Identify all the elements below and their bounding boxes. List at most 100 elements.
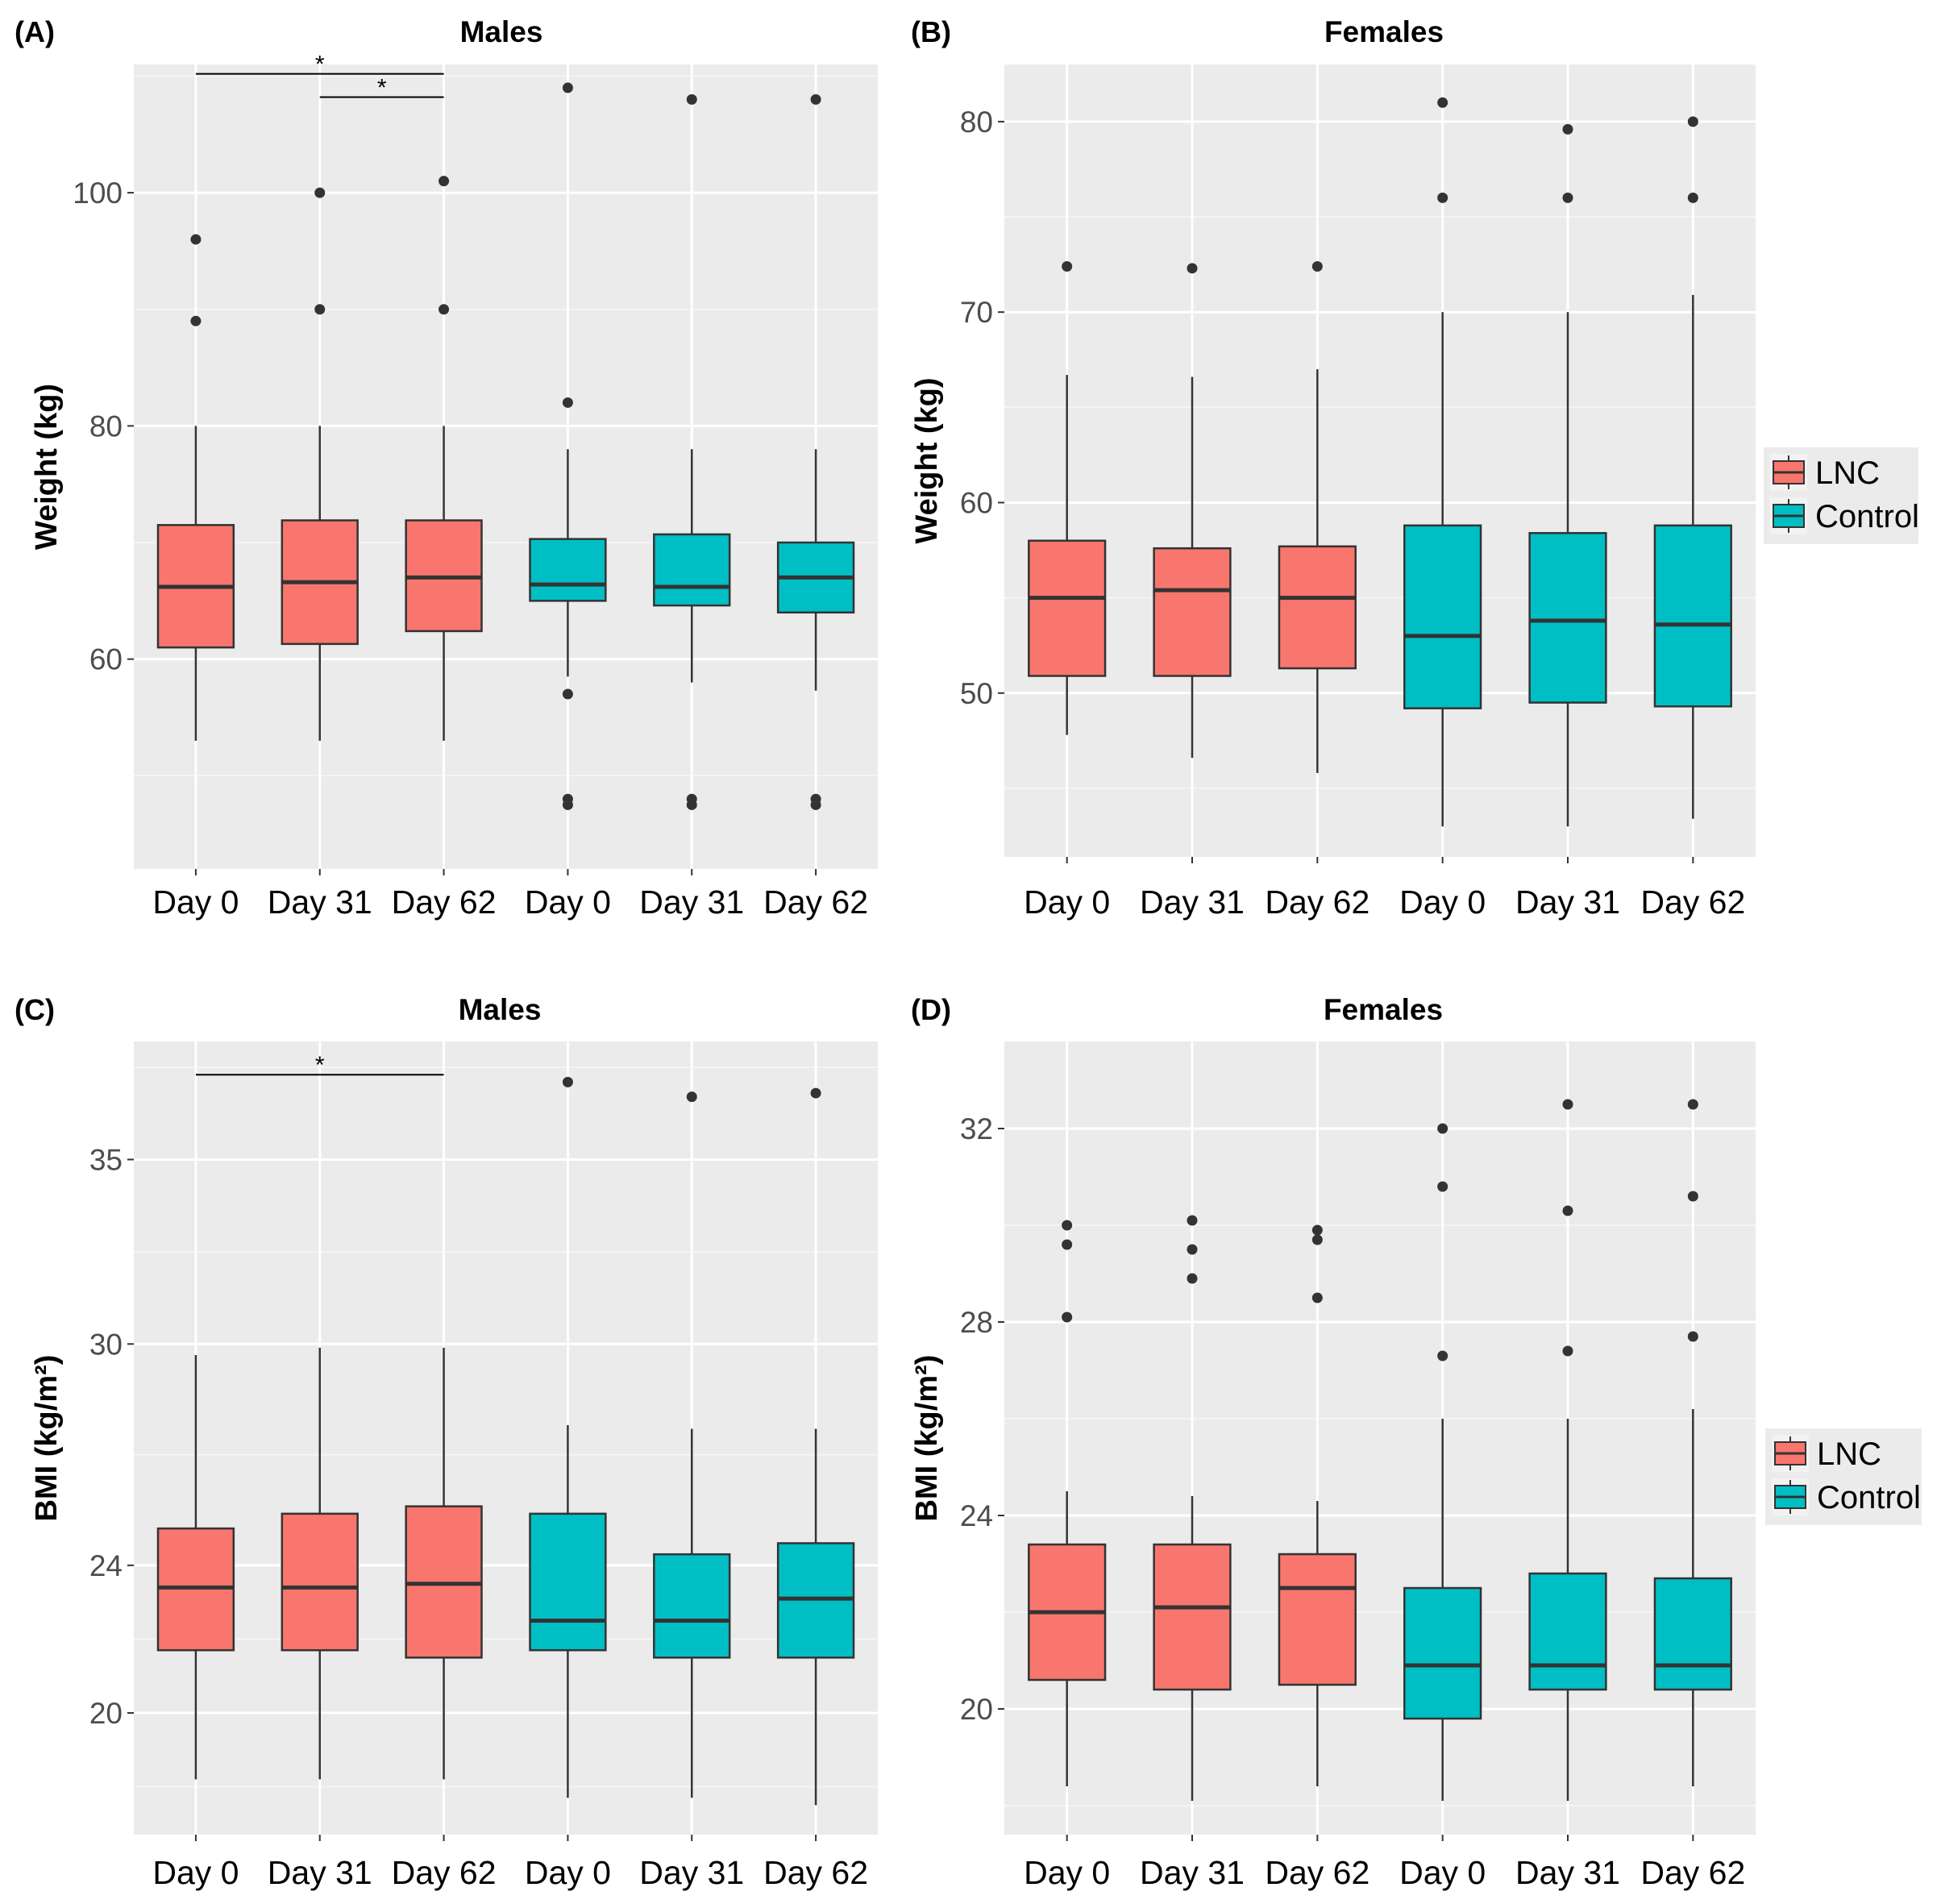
box-6: [776, 94, 855, 810]
panel-4: 20 24 28 32 Day 0 Day 31 Day 62 Day 0 Day 31 Day …: [910, 993, 1756, 1891]
outlier-point: [1311, 1292, 1323, 1303]
panel-title: Females: [1324, 993, 1443, 1026]
outlier-point: [1187, 263, 1198, 274]
y-axis-label: Weight (kg): [30, 384, 64, 550]
outlier-point: [1687, 192, 1698, 203]
x-tick-label: Day 31: [268, 1854, 372, 1891]
y-tick-label: 32: [960, 1112, 993, 1145]
legend-top-control-label: Control: [1815, 499, 1919, 534]
box-body: [1653, 1577, 1732, 1691]
y-axis-label: BMI (kg/m²): [910, 1355, 944, 1522]
panel-1: 60 80 100 * * Day 0 Day 31 Day 62 Day 0 Day 31 Day…: [15, 15, 878, 921]
y-axis-label: Weight (kg): [910, 377, 944, 543]
x-tick-label: Day 0: [525, 883, 611, 921]
box-body: [1278, 545, 1357, 670]
box-3: [405, 1347, 483, 1780]
outlier-point: [314, 304, 326, 315]
x-tick-label: Day 0: [1024, 883, 1110, 921]
panel-title: Males: [460, 15, 543, 48]
x-tick-label: Day 62: [1640, 883, 1745, 921]
x-tick-label: Day 31: [268, 883, 372, 921]
panel-title: Females: [1324, 15, 1444, 48]
x-tick-label: Day 62: [1265, 883, 1370, 921]
box-4: [529, 1076, 607, 1798]
significance-star: *: [315, 1052, 325, 1079]
box-body: [529, 1512, 607, 1652]
plot-background: [134, 64, 878, 869]
outlier-point: [1687, 116, 1698, 127]
y-tick-label: 28: [960, 1306, 993, 1339]
box-6: [1653, 1099, 1732, 1786]
box-1: [156, 1355, 235, 1780]
outlier-point: [1687, 1191, 1698, 1202]
outlier-point: [1062, 1220, 1073, 1231]
y-tick-label: 30: [89, 1328, 123, 1361]
outlier-point: [190, 315, 202, 326]
box-body: [281, 1512, 359, 1652]
outlier-point: [1687, 1331, 1698, 1342]
box-2: [281, 1347, 359, 1780]
y-axis-label: BMI (kg/m²): [30, 1355, 64, 1522]
outlier-point: [1062, 1239, 1073, 1250]
x-tick-label: Day 31: [1140, 883, 1245, 921]
panel-label: (A): [15, 15, 55, 48]
box-1: [1028, 1220, 1107, 1786]
outlier-point: [686, 94, 697, 105]
outlier-point: [1562, 192, 1573, 203]
box-4: [1403, 1123, 1482, 1801]
box-2: [1153, 1215, 1232, 1801]
legend-bottom-lnc-label: LNC: [1817, 1436, 1881, 1472]
y-tick-label: 60: [89, 643, 123, 676]
y-tick-label: 35: [89, 1143, 123, 1176]
outlier-point: [562, 793, 573, 804]
outlier-point: [810, 1087, 821, 1099]
panel-label: (D): [911, 993, 951, 1026]
outlier-point: [1187, 1273, 1198, 1284]
box-body: [1403, 524, 1482, 709]
box-5: [1528, 1099, 1607, 1801]
panel-label: (B): [911, 15, 951, 48]
legend-bottom: LNC Control: [1765, 1428, 1922, 1525]
panels: 60 80 100 * * Day 0 Day 31 Day 62 Day 0 Day 31 Day…: [15, 15, 1756, 1891]
legend-top: LNC Control: [1764, 447, 1919, 544]
box-body: [1403, 1586, 1482, 1720]
outlier-point: [1687, 1099, 1698, 1110]
y-tick-label: 80: [89, 409, 123, 443]
box-body: [1653, 524, 1732, 708]
significance-star: *: [315, 52, 325, 78]
outlier-point: [562, 688, 573, 700]
box-1: [156, 234, 235, 741]
box-body: [1278, 1553, 1357, 1686]
y-tick-label: 24: [89, 1549, 123, 1582]
box-body: [529, 538, 607, 602]
box-1: [1028, 260, 1107, 735]
x-tick-label: Day 0: [525, 1854, 611, 1891]
box-2: [281, 187, 359, 741]
outlier-point: [1562, 123, 1573, 135]
outlier-point: [314, 187, 326, 198]
legend-key-lnc: [1770, 454, 1807, 491]
x-tick-label: Day 0: [152, 1854, 239, 1891]
outlier-point: [562, 82, 573, 94]
x-tick-label: Day 62: [392, 1854, 497, 1891]
plot-background: [1004, 64, 1756, 857]
box-5: [1528, 123, 1607, 827]
outlier-point: [190, 234, 202, 245]
outlier-point: [810, 793, 821, 804]
outlier-point: [1187, 1215, 1198, 1226]
box-3: [1278, 1224, 1357, 1786]
box-2: [1153, 263, 1232, 759]
outlier-point: [1562, 1205, 1573, 1216]
box-3: [1278, 260, 1357, 774]
outlier-point: [686, 793, 697, 804]
outlier-point: [562, 1076, 573, 1087]
x-tick-label: Day 0: [1399, 1854, 1486, 1891]
box-6: [1653, 116, 1732, 819]
panel-3: 20 24 30 35 * Day 0 Day 31 Day 62 Day 0 Day 31 Day…: [15, 993, 878, 1891]
y-tick-label: 50: [960, 677, 993, 710]
x-tick-label: Day 62: [392, 883, 497, 921]
outlier-point: [810, 94, 821, 105]
outlier-point: [1437, 192, 1448, 203]
box-4: [1403, 97, 1482, 827]
